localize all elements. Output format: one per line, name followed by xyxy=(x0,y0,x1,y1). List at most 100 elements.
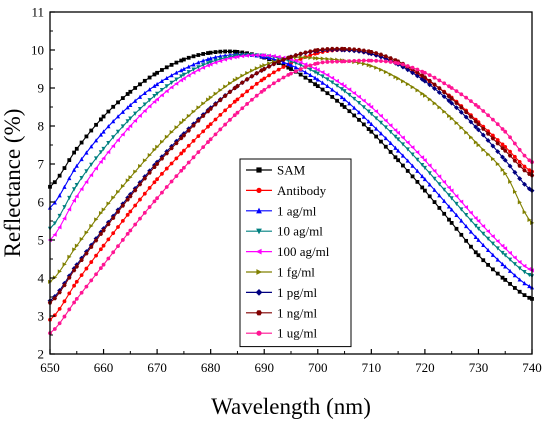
data-point xyxy=(57,290,62,295)
data-point xyxy=(410,85,415,90)
data-point xyxy=(401,79,406,84)
data-point xyxy=(393,134,398,139)
data-point xyxy=(186,64,191,69)
y-tick-label: 5 xyxy=(38,233,45,248)
data-point xyxy=(142,158,148,163)
data-point xyxy=(383,54,388,59)
data-point xyxy=(250,68,255,73)
data-point xyxy=(369,129,374,134)
data-point xyxy=(186,143,191,148)
data-point xyxy=(74,297,79,301)
data-point xyxy=(339,82,344,87)
data-point xyxy=(74,183,79,188)
x-tick-label: 680 xyxy=(201,360,221,375)
data-point xyxy=(500,275,505,280)
data-point xyxy=(67,254,72,259)
legend-entry: SAM xyxy=(246,163,306,178)
data-point xyxy=(378,120,384,125)
series-1-fg-ml xyxy=(48,55,535,284)
data-point xyxy=(469,135,474,140)
data-point xyxy=(405,169,410,173)
data-point xyxy=(201,129,206,134)
data-point xyxy=(432,187,437,192)
data-point xyxy=(239,54,245,59)
data-point xyxy=(476,253,481,258)
data-point xyxy=(347,101,352,106)
data-point xyxy=(454,120,459,126)
data-point xyxy=(133,222,138,227)
data-point xyxy=(374,134,379,139)
data-point xyxy=(303,55,308,60)
data-point xyxy=(120,132,125,137)
data-point xyxy=(152,199,157,204)
data-point xyxy=(152,147,157,152)
legend-label: SAM xyxy=(277,163,306,178)
data-point xyxy=(512,189,518,194)
data-point xyxy=(254,81,259,86)
series-1-ng-ml xyxy=(47,46,535,305)
data-point xyxy=(491,133,495,138)
data-point xyxy=(133,111,138,116)
data-point xyxy=(228,49,232,54)
data-point xyxy=(159,156,165,161)
data-point xyxy=(232,99,237,104)
data-point xyxy=(62,283,67,288)
data-point xyxy=(320,74,325,79)
data-point xyxy=(500,243,505,248)
data-point xyxy=(442,211,447,216)
data-point xyxy=(57,193,62,198)
data-point xyxy=(281,75,286,80)
data-point xyxy=(517,159,522,164)
data-point xyxy=(186,113,191,119)
data-point xyxy=(169,129,174,135)
data-point xyxy=(155,144,160,149)
data-point xyxy=(476,237,481,242)
data-point xyxy=(74,264,79,269)
data-point xyxy=(339,87,344,92)
data-point xyxy=(449,221,454,225)
data-point xyxy=(271,70,276,75)
data-point xyxy=(503,171,508,176)
data-point xyxy=(79,186,84,192)
data-point xyxy=(206,124,210,129)
data-point xyxy=(449,116,454,121)
data-point xyxy=(213,50,218,54)
data-point xyxy=(186,128,191,133)
data-point xyxy=(507,257,513,262)
data-point xyxy=(485,229,490,234)
data-point xyxy=(179,120,184,125)
data-point xyxy=(329,75,335,81)
data-point xyxy=(213,58,218,63)
data-point xyxy=(89,144,94,149)
data-point xyxy=(361,61,367,66)
data-point xyxy=(476,122,481,126)
data-point xyxy=(366,63,371,68)
data-point xyxy=(361,48,367,53)
data-point xyxy=(432,176,437,181)
data-point xyxy=(410,65,415,70)
data-point xyxy=(111,195,116,200)
data-point xyxy=(208,137,213,142)
data-point xyxy=(410,70,416,76)
data-point xyxy=(388,72,393,77)
data-point xyxy=(125,212,130,217)
data-point xyxy=(169,161,174,166)
data-point xyxy=(422,165,427,171)
data-point xyxy=(313,82,317,87)
data-point xyxy=(79,258,84,262)
data-point xyxy=(132,188,138,193)
y-axis-title: Reflectance (%) xyxy=(0,109,25,258)
data-point xyxy=(152,83,157,88)
data-point xyxy=(503,253,508,258)
data-point xyxy=(293,69,298,74)
data-point xyxy=(342,46,347,51)
data-point xyxy=(201,145,206,149)
data-point xyxy=(490,241,495,246)
data-point xyxy=(315,71,320,76)
data-point xyxy=(288,54,294,59)
data-point xyxy=(464,223,469,229)
data-point xyxy=(473,215,478,221)
data-point xyxy=(128,175,133,180)
data-point xyxy=(128,228,133,233)
data-point xyxy=(303,50,308,55)
